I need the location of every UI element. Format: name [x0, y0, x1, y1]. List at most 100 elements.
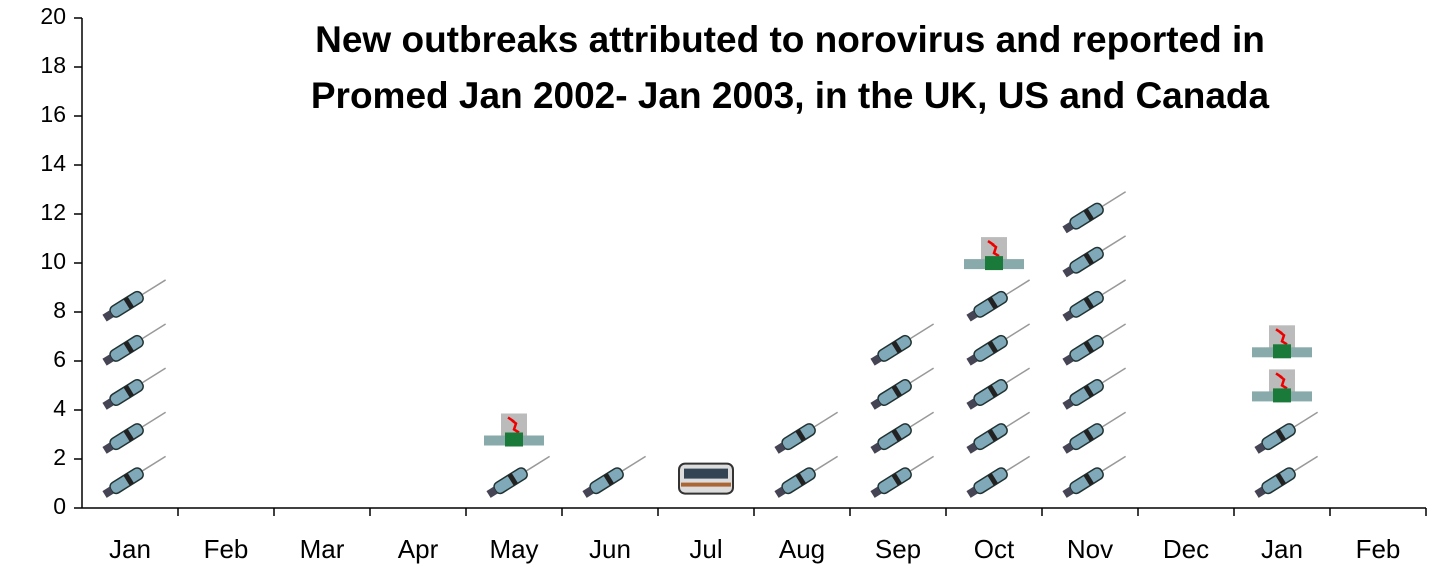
band	[123, 428, 135, 442]
figure	[1275, 372, 1288, 390]
needle	[1101, 191, 1127, 208]
barrel	[493, 467, 528, 495]
syringe-icon	[966, 367, 1031, 410]
needle	[1005, 279, 1031, 296]
needle	[141, 455, 167, 472]
barrel	[973, 467, 1008, 495]
chart-title: New outbreaks attributed to norovirus an…	[315, 19, 1265, 60]
barrel	[877, 334, 912, 362]
needle	[141, 367, 167, 384]
figure	[1275, 328, 1288, 346]
plunger	[774, 442, 786, 454]
y-tick-label: 12	[40, 199, 66, 225]
y-tick-label: 18	[40, 52, 66, 78]
plunger	[966, 442, 978, 454]
band	[1083, 252, 1095, 266]
needle	[909, 455, 935, 472]
band	[987, 428, 999, 442]
syringe-stack	[1062, 191, 1127, 498]
y-tick-label: 10	[40, 248, 66, 274]
syringe-stack	[870, 323, 935, 498]
barrel	[781, 467, 816, 495]
band	[1275, 472, 1287, 486]
syringe-icon	[966, 279, 1031, 322]
needle	[1101, 411, 1127, 428]
syringe-stack	[486, 455, 551, 498]
band	[123, 384, 135, 398]
building-door	[1273, 344, 1291, 359]
band	[891, 384, 903, 398]
y-tick-label: 20	[40, 3, 66, 29]
plunger	[966, 310, 978, 322]
needle	[1101, 367, 1127, 384]
syringe-icon	[1062, 455, 1127, 498]
needle	[1005, 411, 1031, 428]
plunger	[870, 442, 882, 454]
building-door	[985, 256, 1003, 271]
chart-title: Promed Jan 2002- Jan 2003, in the UK, US…	[311, 75, 1270, 116]
needle	[525, 455, 551, 472]
band	[795, 472, 807, 486]
syringe-icon	[486, 455, 551, 498]
syringe-icon	[1062, 235, 1127, 278]
syringe-stack	[966, 279, 1031, 498]
plunger	[1062, 354, 1074, 366]
plunger	[1062, 442, 1074, 454]
bus-window	[684, 468, 728, 479]
x-tick-label: Jan	[1261, 534, 1303, 564]
needle	[141, 323, 167, 340]
plunger	[1062, 398, 1074, 410]
band	[987, 340, 999, 354]
syringe-icon	[102, 411, 167, 454]
needle	[1101, 279, 1127, 296]
plunger	[1254, 442, 1266, 454]
syringe-icon	[870, 411, 935, 454]
building-door	[1273, 388, 1291, 403]
needle	[1101, 455, 1127, 472]
band	[507, 472, 519, 486]
band	[603, 472, 615, 486]
x-tick-label: Oct	[974, 534, 1015, 564]
plunger	[966, 398, 978, 410]
y-tick-label: 2	[53, 444, 66, 470]
band	[987, 296, 999, 310]
plunger	[102, 398, 114, 410]
figure	[507, 416, 520, 434]
needle	[1005, 455, 1031, 472]
band	[123, 340, 135, 354]
plunger	[1062, 222, 1074, 234]
band	[1083, 428, 1095, 442]
syringe-icon	[774, 411, 839, 454]
y-tick-label: 6	[53, 346, 66, 372]
syringe-icon	[102, 279, 167, 322]
needle	[1293, 455, 1319, 472]
plunger	[582, 486, 594, 498]
y-tick-label: 0	[53, 493, 66, 519]
needle	[909, 323, 935, 340]
plunger	[966, 486, 978, 498]
barrel	[109, 334, 144, 362]
syringe-icon	[1254, 455, 1319, 498]
syringe-icon	[582, 455, 647, 498]
needle	[1293, 411, 1319, 428]
band	[987, 384, 999, 398]
band	[891, 340, 903, 354]
syringe-icon	[1062, 411, 1127, 454]
building-stack	[484, 413, 544, 447]
barrel	[973, 290, 1008, 318]
plunger	[102, 354, 114, 366]
x-tick-label: Feb	[204, 534, 249, 564]
barrel	[973, 379, 1008, 407]
building-door	[505, 432, 523, 447]
syringe-icon	[1062, 367, 1127, 410]
barrel	[973, 423, 1008, 451]
band	[1083, 340, 1095, 354]
needle	[1005, 323, 1031, 340]
barrel	[589, 467, 624, 495]
band	[795, 428, 807, 442]
syringe-icon	[1254, 411, 1319, 454]
needle	[909, 367, 935, 384]
needle	[1101, 235, 1127, 252]
